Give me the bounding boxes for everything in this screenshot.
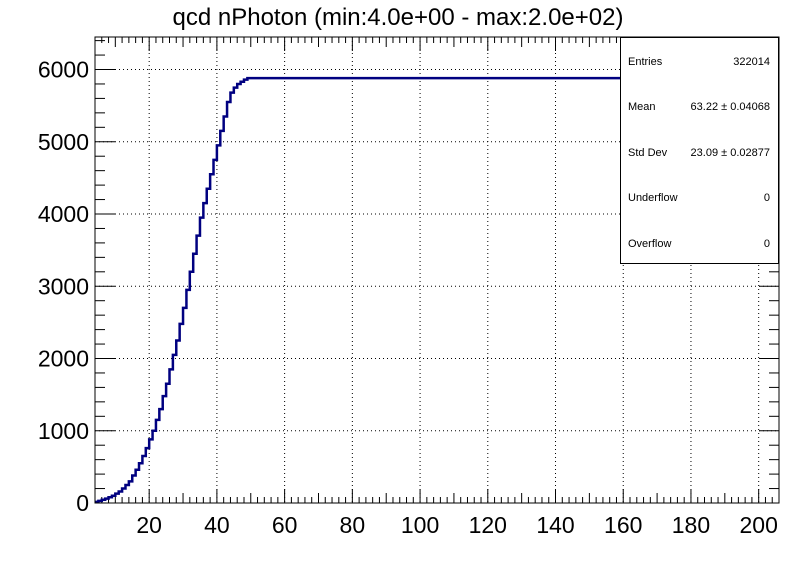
x-tick-label: 20 xyxy=(136,512,162,538)
stats-row-mean: Mean 63.22 ± 0.04068 xyxy=(628,99,770,115)
x-tick-labels: 20 40 60 80 100 120 140 160 180 200 xyxy=(136,512,777,538)
stats-mean-value: 63.22 ± 0.04068 xyxy=(690,101,770,113)
x-tick-label: 160 xyxy=(604,512,642,538)
chart-title: qcd nPhoton (min:4.0e+00 - max:2.0e+02) xyxy=(172,4,624,31)
stats-overflow-label: Overflow xyxy=(628,238,672,250)
stats-row-entries: Entries 322014 xyxy=(628,54,770,70)
grid-lines xyxy=(95,37,779,503)
x-tick-label: 120 xyxy=(469,512,507,538)
plot-frame xyxy=(94,36,780,504)
x-tick-label: 100 xyxy=(401,512,439,538)
y-tick-label: 4000 xyxy=(38,201,89,227)
x-tick-label: 40 xyxy=(204,512,230,538)
stats-entries-label: Entries xyxy=(628,56,663,68)
stats-row-underflow: Underflow 0 xyxy=(628,190,770,206)
y-tick-labels: 0 1000 2000 3000 4000 5000 6000 xyxy=(38,57,89,516)
stats-overflow-value: 0 xyxy=(763,238,770,250)
y-tick-label: 5000 xyxy=(38,129,89,155)
x-tick-label: 140 xyxy=(536,512,574,538)
x-tick-label: 80 xyxy=(340,512,366,538)
stats-underflow-value: 0 xyxy=(763,192,770,204)
stats-row-overflow: Overflow 0 xyxy=(628,236,770,252)
y-tick-label: 3000 xyxy=(38,273,89,299)
stats-mean-label: Mean xyxy=(628,101,656,113)
y-tick-label: 0 xyxy=(76,490,89,516)
x-tick-label: 200 xyxy=(739,512,777,538)
stats-box: Entries 322014 Mean 63.22 ± 0.04068 Std … xyxy=(620,37,779,264)
x-tick-label: 60 xyxy=(272,512,298,538)
stats-row-stddev: Std Dev 23.09 ± 0.02877 xyxy=(628,145,770,161)
stats-underflow-label: Underflow xyxy=(628,192,678,204)
stats-stddev-value: 23.09 ± 0.02877 xyxy=(690,147,770,159)
stats-entries-value: 322014 xyxy=(733,56,770,68)
x-tick-label: 180 xyxy=(672,512,710,538)
y-tick-label: 1000 xyxy=(38,418,89,444)
y-tick-label: 6000 xyxy=(38,57,89,83)
stats-stddev-label: Std Dev xyxy=(628,147,668,159)
y-tick-label: 2000 xyxy=(38,346,89,372)
